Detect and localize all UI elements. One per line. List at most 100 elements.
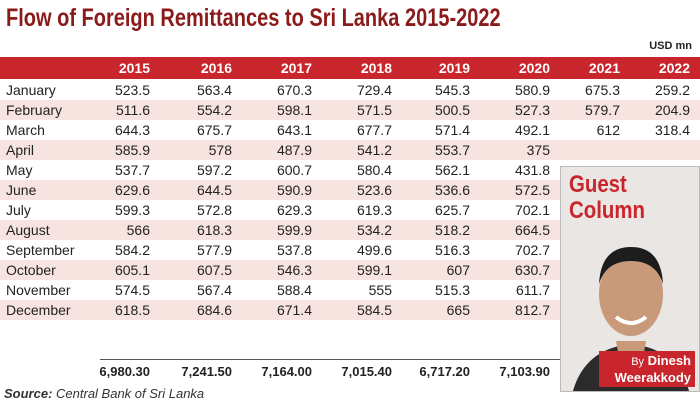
cell-value: 515.3 [434, 282, 470, 298]
cell-value: 607.5 [196, 262, 232, 278]
cell-value: 618.3 [196, 222, 232, 238]
cell-value: 605.1 [114, 262, 150, 278]
guest-title: Column [569, 197, 645, 224]
cell-value: 644.5 [196, 182, 232, 198]
author-last: Weerakkody [614, 370, 691, 385]
cell-value: 499.6 [356, 242, 392, 258]
cell-value: 536.6 [434, 182, 470, 198]
cell-value: 580.4 [356, 162, 392, 178]
cell-value: 584.5 [356, 302, 392, 318]
cell-value: 318.4 [654, 122, 690, 138]
author-first: Dinesh [647, 353, 691, 368]
row-label: October [6, 262, 56, 278]
cell-value: 625.7 [434, 202, 470, 218]
cell-value: 629.6 [114, 182, 150, 198]
cell-value: 664.5 [514, 222, 550, 238]
column-header: 2022 [658, 60, 690, 76]
guest-column: Guest Column By Dinesh Weerakkody [560, 166, 700, 392]
total-value: 7,103.90 [499, 364, 550, 379]
cell-value: 597.2 [196, 162, 232, 178]
cell-value: 431.8 [514, 162, 550, 178]
cell-value: 599.9 [276, 222, 312, 238]
row-shade [0, 300, 700, 320]
cell-value: 600.7 [276, 162, 312, 178]
cell-value: 553.7 [434, 142, 470, 158]
cell-value: 630.7 [514, 262, 550, 278]
column-header: 2016 [200, 60, 232, 76]
source-text: Central Bank of Sri Lanka [56, 386, 205, 400]
cell-value: 487.9 [276, 142, 312, 158]
row-label: March [6, 122, 45, 138]
cell-value: 527.3 [514, 102, 550, 118]
header-row [0, 57, 700, 79]
cell-value: 375 [526, 142, 550, 158]
cell-value: 580.9 [514, 82, 550, 98]
column-header: 2017 [280, 60, 312, 76]
cell-value: 670.3 [276, 82, 312, 98]
cell-value: 579.7 [584, 102, 620, 118]
row-label: April [6, 142, 35, 158]
cell-value: 534.2 [356, 222, 392, 238]
row-shade [0, 180, 700, 200]
cell-value: 572.8 [196, 202, 232, 218]
cell-value: 618.5 [114, 302, 150, 318]
cell-value: 523.5 [114, 82, 150, 98]
cell-value: 629.3 [276, 202, 312, 218]
row-label: November [6, 282, 71, 298]
row-label: July [6, 202, 31, 218]
total-line [100, 359, 570, 360]
cell-value: 567.4 [196, 282, 232, 298]
cell-value: 516.3 [434, 242, 470, 258]
cell-value: 812.7 [514, 302, 550, 318]
cell-value: 523.6 [356, 182, 392, 198]
total-value: 6,980.30 [99, 364, 150, 379]
cell-value: 590.9 [276, 182, 312, 198]
cell-value: 537.8 [276, 242, 312, 258]
column-header: 2021 [588, 60, 620, 76]
row-label: June [6, 182, 37, 198]
cell-value: 571.4 [434, 122, 470, 138]
cell-value: 599.3 [114, 202, 150, 218]
row-shade [0, 100, 700, 120]
cell-value: 584.2 [114, 242, 150, 258]
cell-value: 511.6 [116, 102, 150, 118]
cell-value: 546.3 [276, 262, 312, 278]
cell-value: 702.7 [514, 242, 550, 258]
cell-value: 554.2 [196, 102, 232, 118]
cell-value: 588.4 [276, 282, 312, 298]
cell-value: 598.1 [276, 102, 312, 118]
cell-value: 204.9 [654, 102, 690, 118]
cell-value: 541.2 [356, 142, 392, 158]
cell-value: 671.4 [276, 302, 312, 318]
by: By [631, 356, 645, 368]
column-header: 2020 [518, 60, 550, 76]
byline: By Dinesh Weerakkody [599, 351, 695, 387]
row-label: August [6, 222, 50, 238]
cell-value: 619.3 [356, 202, 392, 218]
source-label: Source: [4, 386, 53, 400]
cell-value: 665 [446, 302, 470, 318]
row-shade [0, 140, 700, 160]
cell-value: 644.3 [114, 122, 150, 138]
cell-value: 492.1 [514, 122, 550, 138]
cell-value: 537.7 [114, 162, 150, 178]
cell-value: 702.1 [514, 202, 550, 218]
cell-value: 577.9 [196, 242, 232, 258]
source: Source: Central Bank of Sri Lanka [4, 386, 204, 400]
row-label: September [6, 242, 75, 258]
cell-value: 729.4 [356, 82, 392, 98]
column-header: 2019 [438, 60, 470, 76]
cell-value: 578 [208, 142, 232, 158]
cell-value: 571.5 [356, 102, 392, 118]
cell-value: 599.1 [356, 262, 392, 278]
cell-value: 572.5 [514, 182, 550, 198]
cell-value: 562.1 [434, 162, 470, 178]
column-header: 2015 [118, 60, 150, 76]
cell-value: 259.2 [654, 82, 690, 98]
column-header: 2018 [360, 60, 392, 76]
cell-value: 574.5 [114, 282, 150, 298]
total-value: 7,164.00 [261, 364, 312, 379]
cell-value: 675.7 [196, 122, 232, 138]
cell-value: 518.2 [434, 222, 470, 238]
